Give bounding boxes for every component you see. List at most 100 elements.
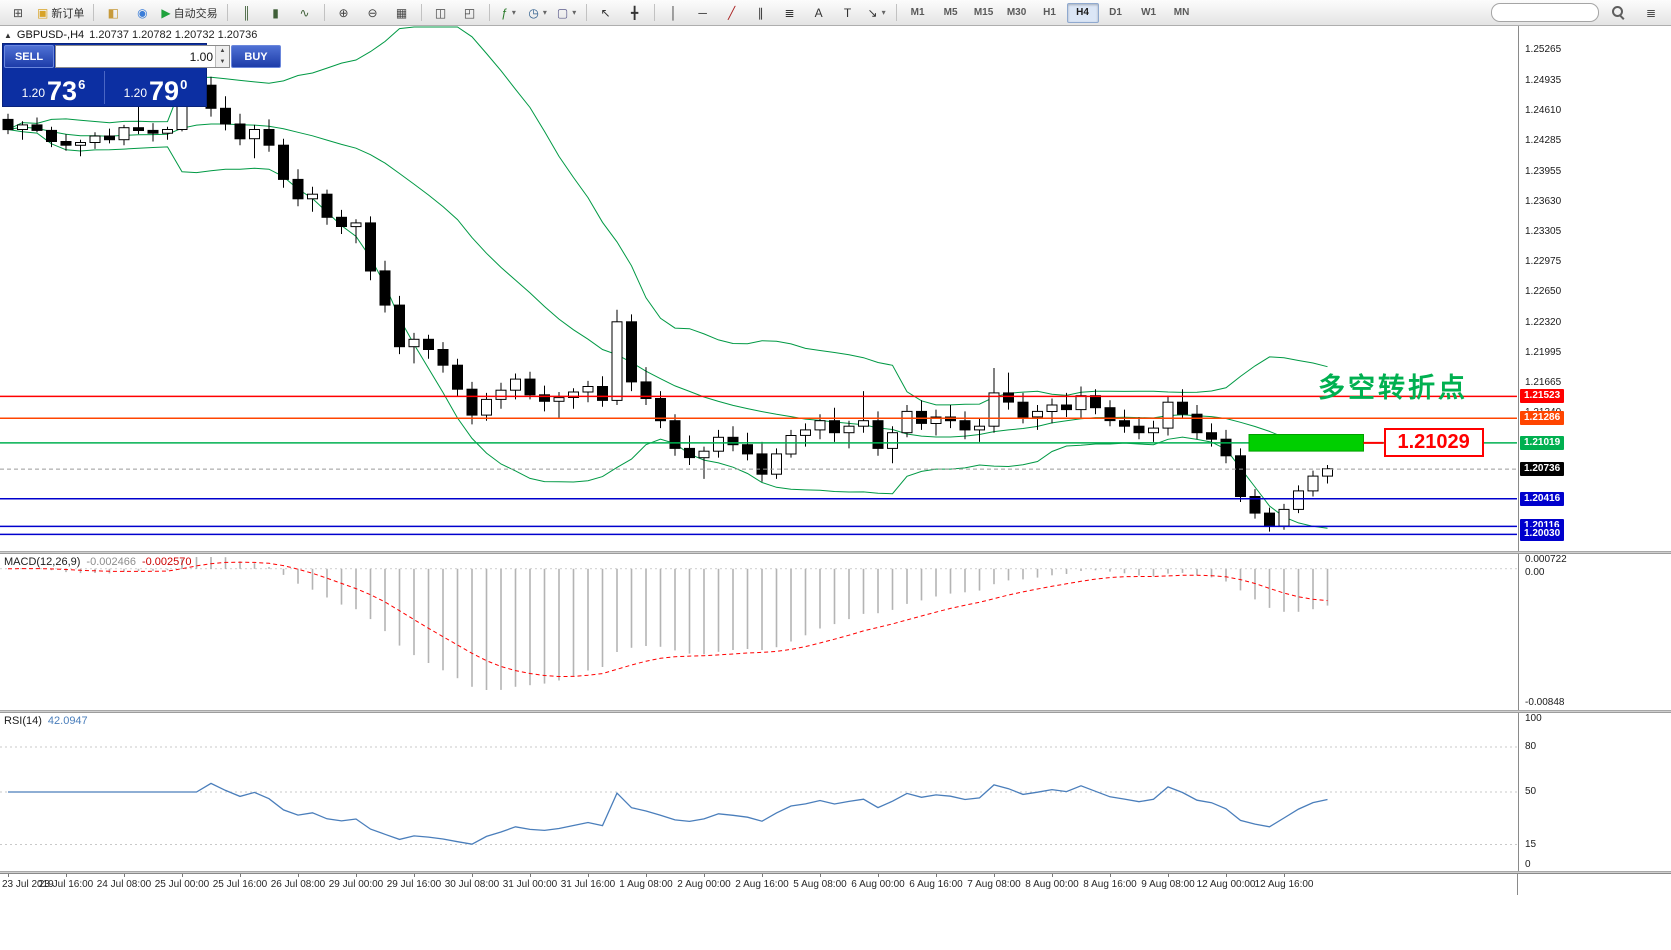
chart-title: ▲ GBPUSD-,H4 1.20737 1.20782 1.20732 1.2…: [4, 29, 257, 41]
candlestick-chart: [0, 26, 1517, 536]
candle: [466, 388, 478, 416]
timeframe-m30[interactable]: M30: [1006, 7, 1027, 18]
candle: [133, 127, 144, 131]
timeframe-d1[interactable]: D1: [1109, 7, 1122, 18]
candle: [756, 453, 768, 475]
text-button[interactable]: A: [805, 2, 833, 24]
tile-windows-icon: ◫: [434, 5, 447, 20]
candle: [1206, 432, 1217, 440]
horizontal-line-icon: ─: [698, 5, 707, 20]
timeframe-m5[interactable]: M5: [943, 7, 958, 18]
channel-button[interactable]: ∥: [747, 2, 775, 24]
auto-trading-button[interactable]: ▶ 自动交易: [157, 2, 221, 24]
candle: [1075, 395, 1087, 411]
volume-input[interactable]: [56, 46, 215, 67]
periods-button[interactable]: ◷ ▾: [524, 2, 552, 24]
time-label: 26 Jul 08:00: [270, 879, 326, 890]
tile-windows-button[interactable]: ◫: [427, 2, 455, 24]
candle: [1177, 401, 1188, 415]
candle: [684, 447, 695, 459]
trendline-button[interactable]: ╱: [718, 2, 746, 24]
grid-button[interactable]: ▦: [388, 2, 416, 24]
volume-up-icon[interactable]: ▲: [216, 46, 229, 57]
chart-bars-button[interactable]: ║: [233, 2, 261, 24]
timeframe-w1[interactable]: W1: [1141, 7, 1157, 18]
templates-button[interactable]: ▢ ▾: [553, 2, 581, 24]
time-label: 7 Aug 08:00: [967, 879, 1021, 890]
green-zone-rectangle[interactable]: [1248, 434, 1364, 452]
candle: [655, 398, 666, 422]
search-button[interactable]: [1604, 2, 1632, 24]
toolbar-separator: [420, 4, 422, 21]
candle: [220, 107, 231, 125]
zoom-out-button[interactable]: ⊖: [359, 2, 387, 24]
crosshair-button[interactable]: ╋: [621, 2, 649, 24]
time-label: 29 Jul 00:00: [328, 879, 384, 890]
indicators-caret-icon[interactable]: ▾: [511, 8, 516, 17]
panel-splitter[interactable]: [0, 871, 1671, 873]
candle: [814, 420, 826, 431]
cursor-button[interactable]: ↖: [592, 2, 620, 24]
collapse-triangle-icon[interactable]: ▲: [4, 30, 12, 40]
candle: [959, 420, 971, 431]
timeframe-m1[interactable]: M1: [910, 7, 925, 18]
chinese-annotation[interactable]: 多空转折点: [1318, 373, 1468, 403]
macd-axis: 0.000722 0.00 -0.00848: [1518, 554, 1671, 710]
periods-caret-icon[interactable]: ▾: [542, 8, 547, 17]
rsi-scale-0: 0: [1525, 859, 1531, 870]
candle: [698, 450, 710, 459]
candle: [553, 397, 565, 402]
candle: [669, 420, 681, 449]
time-label: 25 Jul 16:00: [212, 879, 268, 890]
buy-price[interactable]: 1.20 79 0: [105, 69, 206, 106]
text-icon: A: [814, 5, 823, 20]
panel-splitter[interactable]: [0, 551, 1671, 554]
chart-bars-icon: ║: [242, 5, 251, 20]
label-button[interactable]: T: [834, 2, 862, 24]
candle: [727, 436, 739, 446]
chart-candles-button[interactable]: ▮: [262, 2, 290, 24]
fibonacci-button[interactable]: ≣: [776, 2, 804, 24]
candle: [800, 429, 811, 436]
volume-stepper[interactable]: ▲ ▼: [215, 46, 229, 67]
time-tick: [1052, 874, 1053, 877]
price-badge-1.21523: 1.21523: [1520, 389, 1565, 404]
time-tick: [994, 874, 995, 877]
zoom-in-button[interactable]: ⊕: [330, 2, 358, 24]
community-button[interactable]: ◉: [128, 2, 156, 24]
timeframe-m15[interactable]: M15: [973, 7, 994, 18]
new-chart-button[interactable]: ⊞: [4, 2, 32, 24]
arrows-button[interactable]: ↘ ▾: [863, 2, 891, 24]
toolbar-left: ⊞ ▣ 新订单 ◧ ◉ ▶ 自动交易 ║ ▮ ∿ ⊕ ⊖ ▦ ◫ ◰ ƒ ▾ ◷ ▾ ▢ ▾ ↖ ╋ │ ─ ╱ ∥ ≣ A T ↘ ▾: [4, 2, 891, 24]
timeframe-mn[interactable]: MN: [1173, 7, 1190, 18]
volume-down-icon[interactable]: ▼: [216, 56, 229, 67]
time-label: 2 Aug 00:00: [677, 879, 731, 890]
horizontal-line-button[interactable]: ─: [689, 2, 717, 24]
price-chart-panel: ▲ GBPUSD-,H4 1.20737 1.20782 1.20732 1.2…: [0, 26, 1671, 551]
rsi-chart: [0, 746, 1517, 845]
sell-button[interactable]: SELL: [4, 45, 54, 68]
search-input[interactable]: [1491, 3, 1599, 22]
price-badge-1.20416: 1.20416: [1520, 491, 1565, 506]
new-order-button[interactable]: ▣ 新订单: [33, 2, 88, 24]
cascade-windows-button[interactable]: ◰: [456, 2, 484, 24]
timeframe-h4[interactable]: H4: [1066, 2, 1099, 23]
toolbar-separator: [895, 4, 897, 21]
crosshair-icon: ╋: [630, 5, 639, 20]
panel-splitter[interactable]: [0, 710, 1671, 713]
templates-caret-icon[interactable]: ▾: [572, 8, 577, 17]
profiles-button[interactable]: ◧: [99, 2, 127, 24]
price-callout-label[interactable]: 1.21029: [1383, 427, 1484, 457]
buy-button[interactable]: BUY: [231, 45, 281, 68]
candle: [597, 386, 608, 401]
candle: [771, 453, 782, 475]
vertical-line-button[interactable]: │: [660, 2, 688, 24]
indicators-button[interactable]: ƒ ▾: [495, 2, 523, 24]
chart-line-button[interactable]: ∿: [291, 2, 319, 24]
menu-button[interactable]: ≣: [1637, 2, 1665, 24]
arrows-caret-icon[interactable]: ▾: [881, 8, 886, 17]
candle: [292, 178, 304, 200]
timeframe-h1[interactable]: H1: [1043, 7, 1056, 18]
time-label: 12 Aug 16:00: [1254, 879, 1314, 890]
sell-price[interactable]: 1.20 73 6: [3, 69, 104, 106]
